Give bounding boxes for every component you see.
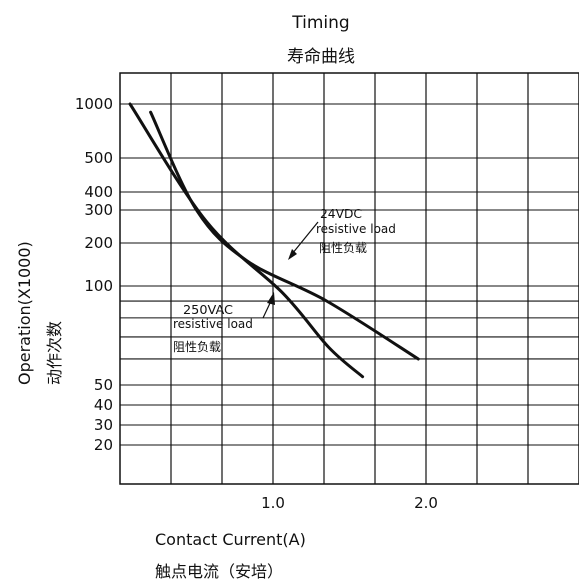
plot-frame xyxy=(119,72,579,485)
annotation-24vdc-line-1: 24VDC xyxy=(320,207,362,221)
y-tick-label: 100 xyxy=(84,277,113,295)
y-tick-label: 1000 xyxy=(75,95,113,113)
x-tick-label: 1.0 xyxy=(261,494,285,512)
y-tick-label: 200 xyxy=(84,234,113,252)
annotation-250vac: 250VAC resistive load 阻性负载 xyxy=(173,292,275,354)
annotation-24vdc: 24VDC resistive load 阻性负载 xyxy=(288,207,396,260)
annotation-250vac-line-2: resistive load xyxy=(173,317,253,331)
horizontal-gridlines xyxy=(120,103,579,446)
chart-title: Timing xyxy=(291,13,349,33)
annotation-24vdc-line-3: 阻性负载 xyxy=(319,241,367,255)
y-tick-label: 40 xyxy=(94,396,113,414)
annotation-24vdc-line-2: resistive load xyxy=(316,222,396,236)
series-curves xyxy=(128,102,420,379)
x-axis-label-cn: 触点电流（安培） xyxy=(155,562,283,581)
series-line-250vac xyxy=(128,102,365,379)
y-axis-label-cn: 动作次数 xyxy=(45,321,64,385)
y-tick-label: 400 xyxy=(84,183,113,201)
y-tick-label: 300 xyxy=(84,201,113,219)
y-axis-label: Operation(X1000) xyxy=(15,241,34,385)
x-tick-label: 2.0 xyxy=(414,494,438,512)
y-tick-label: 500 xyxy=(84,149,113,167)
x-axis-label: Contact Current(A) xyxy=(155,530,306,549)
vertical-gridlines xyxy=(170,73,529,484)
chart-subtitle: 寿命曲线 xyxy=(287,47,355,67)
annotation-24vdc-leader xyxy=(291,221,319,255)
x-tick-labels: 1.0 2.0 xyxy=(261,494,438,512)
y-tick-label: 20 xyxy=(94,436,113,454)
y-tick-label: 50 xyxy=(94,376,113,394)
annotation-250vac-line-1: 250VAC xyxy=(183,303,233,317)
y-tick-label: 30 xyxy=(94,416,113,434)
annotation-250vac-line-3: 阻性负载 xyxy=(173,340,221,354)
annotation-250vac-arrowhead xyxy=(267,292,275,305)
annotation-24vdc-arrowhead xyxy=(288,249,297,260)
annotation-250vac-leader xyxy=(262,300,272,319)
